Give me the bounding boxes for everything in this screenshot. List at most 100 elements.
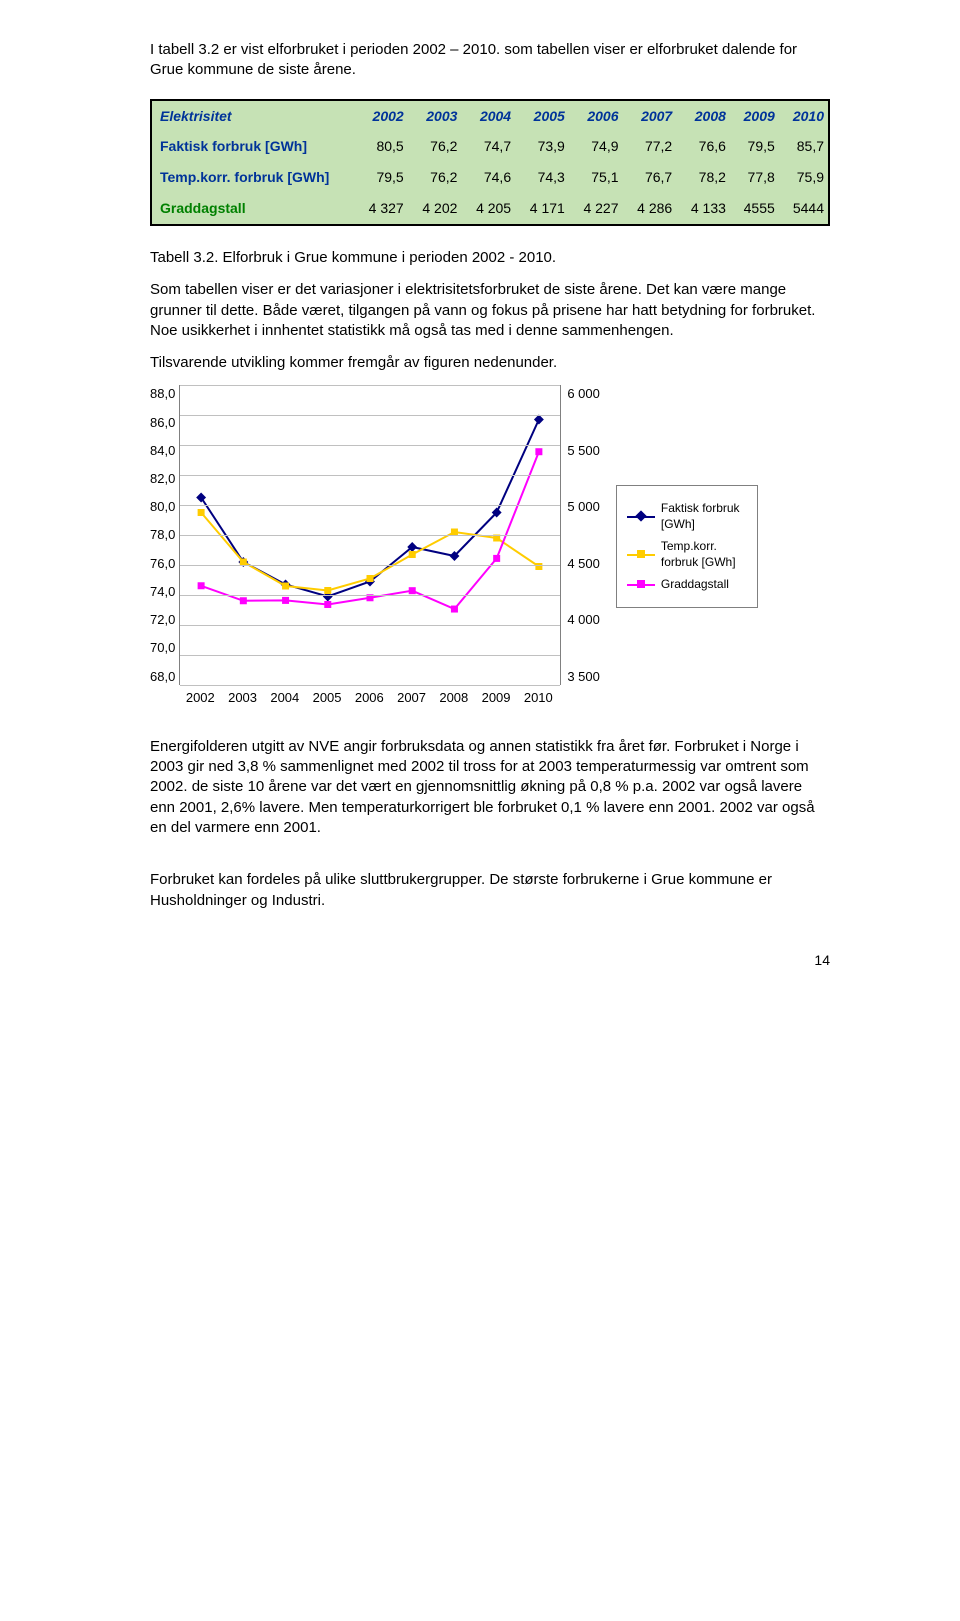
y-tick-left: 80,0 [150,498,175,516]
x-tick: 2009 [475,689,517,707]
table-caption: Tabell 3.2. Elforbruk i Grue kommune i p… [150,248,830,268]
y-tick-right: 4 000 [567,611,600,629]
legend-label: Graddagstall [661,576,729,592]
x-tick: 2004 [264,689,306,707]
para-variation: Som tabellen viser er det variasjoner i … [150,280,830,341]
table-cell: 73,9 [515,131,569,162]
y-tick-right: 5 000 [567,498,600,516]
table-year: 2005 [515,100,569,132]
table-year: 2006 [569,100,623,132]
gridline [180,655,560,656]
para-sluttbruker: Forbruket kan fordeles på ulike sluttbru… [150,870,830,911]
table-cell: 80,5 [354,131,408,162]
y-tick-left: 88,0 [150,385,175,403]
x-tick: 2010 [517,689,559,707]
legend-label: Temp.korr. forbruk [GWh] [661,538,747,570]
table-year: 2010 [779,100,829,132]
table-cell: 74,3 [515,162,569,193]
table-year: 2004 [461,100,515,132]
y-tick-left: 86,0 [150,414,175,432]
forbruk-chart: 88,086,084,082,080,078,076,074,072,070,0… [150,385,830,707]
table-cell: 76,6 [676,131,730,162]
table-header-label: Elektrisitet [151,100,354,132]
y-tick-left: 82,0 [150,470,175,488]
gridline [180,415,560,416]
x-tick: 2007 [391,689,433,707]
table-cell: 4 171 [515,193,569,225]
table-year: 2009 [730,100,779,132]
table-cell: 75,9 [779,162,829,193]
series-marker [198,583,205,590]
x-tick: 2006 [348,689,390,707]
gridline [180,625,560,626]
table-cell: 4 133 [676,193,730,225]
table-year: 2007 [623,100,677,132]
series-marker [451,606,458,613]
x-tick: 2008 [433,689,475,707]
legend-item: Temp.korr. forbruk [GWh] [627,538,747,570]
table-cell: 76,7 [623,162,677,193]
table-year: 2008 [676,100,730,132]
legend-label: Faktisk forbruk [GWh] [661,500,747,532]
y-tick-right: 3 500 [567,668,600,686]
gridline [180,595,560,596]
legend-item: Faktisk forbruk [GWh] [627,500,747,532]
gridline [180,685,560,686]
plot-area [179,385,561,685]
series-marker [409,587,416,594]
table-cell: 79,5 [354,162,408,193]
series-marker [198,509,205,516]
y-axis-left: 88,086,084,082,080,078,076,074,072,070,0… [150,385,179,685]
table-cell: 4 327 [354,193,408,225]
gridline [180,445,560,446]
y-tick-left: 78,0 [150,526,175,544]
series-marker [409,551,416,558]
table-cell: 5444 [779,193,829,225]
series-marker [534,415,544,425]
para-nve: Energifolderen utgitt av NVE angir forbr… [150,737,830,838]
table-cell: 76,2 [408,162,462,193]
y-tick-left: 68,0 [150,668,175,686]
gridline [180,505,560,506]
table-cell: 4 205 [461,193,515,225]
table-cell: 74,7 [461,131,515,162]
series-marker [325,601,332,608]
table-cell: 77,2 [623,131,677,162]
series-marker [282,597,289,604]
table-row-label: Graddagstall [151,193,354,225]
series-marker [282,583,289,590]
y-axis-right: 6 0005 5005 0004 5004 0003 500 [561,385,600,685]
table-cell: 4 227 [569,193,623,225]
series-marker [325,587,332,594]
table-cell: 4 202 [408,193,462,225]
x-tick: 2002 [179,689,221,707]
intro-text: I tabell 3.2 er vist elforbruket i perio… [150,40,830,81]
para-figure-ref: Tilsvarende utvikling kommer fremgår av … [150,353,830,373]
table-cell: 74,9 [569,131,623,162]
y-tick-right: 5 500 [567,442,600,460]
series-marker [367,575,374,582]
series-marker [536,449,543,456]
table-cell: 85,7 [779,131,829,162]
x-tick: 2005 [306,689,348,707]
table-cell: 4 286 [623,193,677,225]
table-cell: 75,1 [569,162,623,193]
table-year: 2003 [408,100,462,132]
y-tick-left: 76,0 [150,555,175,573]
table-row-label: Faktisk forbruk [GWh] [151,131,354,162]
table-cell: 76,2 [408,131,462,162]
series-marker [493,555,500,562]
chart-legend: Faktisk forbruk [GWh] Temp.korr. forbruk … [616,485,758,608]
gridline [180,475,560,476]
table-cell: 74,6 [461,162,515,193]
series-marker [196,493,206,503]
y-tick-left: 84,0 [150,442,175,460]
table-cell: 78,2 [676,162,730,193]
y-tick-left: 72,0 [150,611,175,629]
page-number: 14 [150,951,830,970]
table-cell: 79,5 [730,131,779,162]
table-row-label: Temp.korr. forbruk [GWh] [151,162,354,193]
gridline [180,565,560,566]
x-axis: 200220032004200520062007200820092010 [179,685,559,707]
y-tick-right: 4 500 [567,555,600,573]
